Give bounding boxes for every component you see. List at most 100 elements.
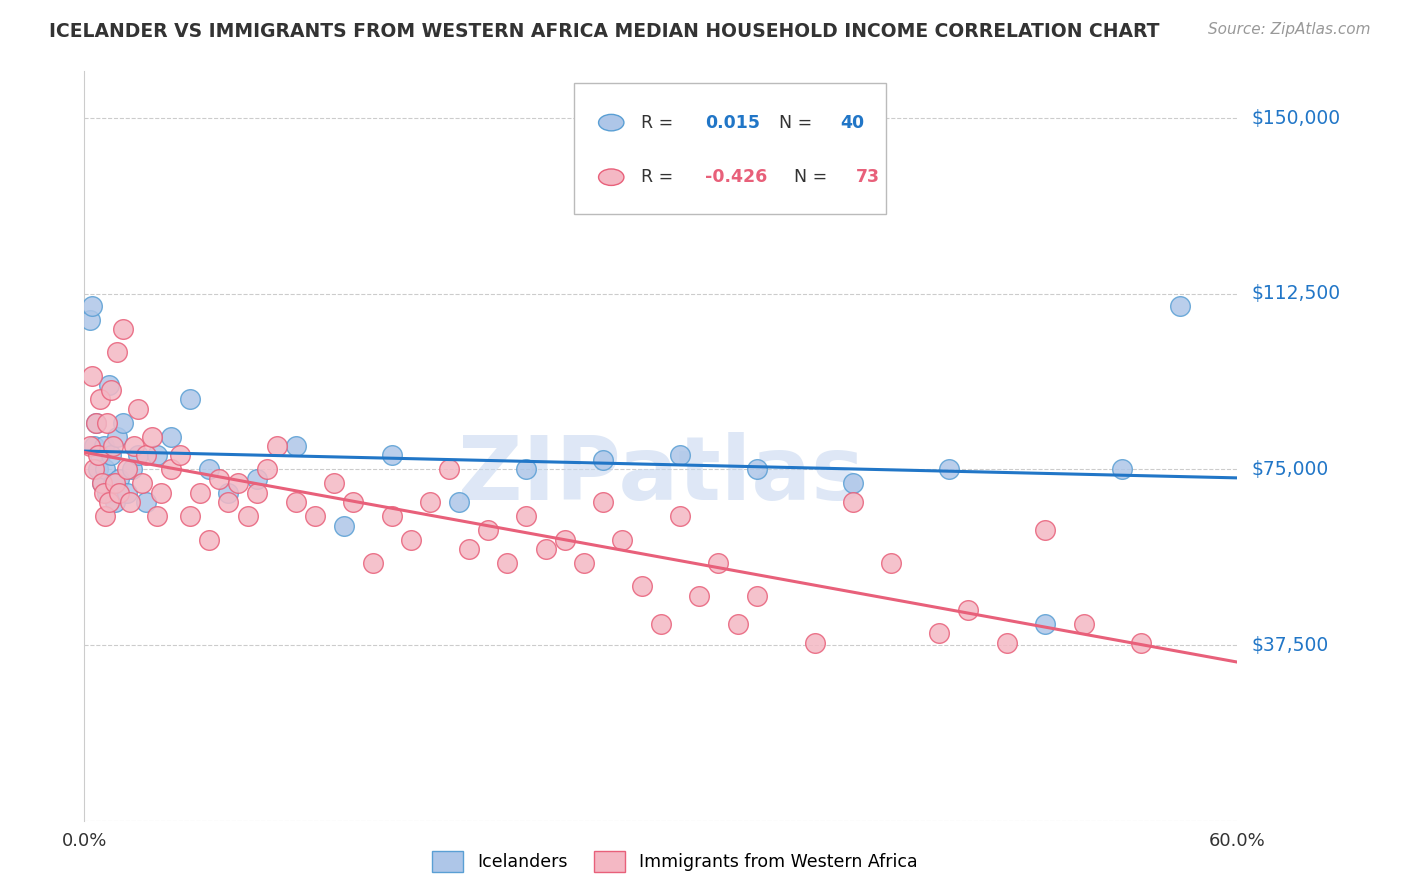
Point [103, 476, 124, 491]
Point [333, 518, 356, 533]
Point [1111, 462, 1133, 476]
Point [104, 495, 127, 509]
Point [381, 449, 404, 463]
Point [208, 472, 231, 486]
Point [439, 462, 461, 476]
Text: N =: N = [768, 113, 818, 132]
Point [98, 378, 121, 392]
Point [103, 439, 124, 453]
Point [534, 542, 557, 557]
Text: -0.426: -0.426 [704, 169, 766, 186]
Point [121, 462, 143, 476]
Point [169, 449, 191, 463]
Point [419, 495, 441, 509]
Point [496, 556, 519, 570]
Point [236, 509, 259, 524]
Point [120, 495, 142, 509]
Point [104, 476, 127, 491]
Point [361, 556, 384, 570]
Point [131, 476, 153, 491]
Point [842, 495, 865, 509]
Text: R =: R = [641, 169, 685, 186]
Point [1073, 617, 1095, 632]
Point [938, 462, 960, 476]
Point [84, 416, 107, 430]
Point [141, 430, 163, 444]
Point [226, 476, 249, 491]
Point [995, 635, 1018, 649]
Point [246, 472, 269, 486]
Point [146, 509, 169, 524]
Text: $37,500: $37,500 [1251, 635, 1329, 655]
Point [957, 603, 980, 617]
Point [323, 476, 346, 491]
Point [160, 430, 183, 444]
Point [108, 472, 131, 486]
Text: $75,000: $75,000 [1251, 460, 1329, 479]
FancyBboxPatch shape [575, 83, 886, 214]
Point [111, 416, 134, 430]
Point [592, 495, 614, 509]
Point [198, 533, 221, 547]
Point [650, 617, 672, 632]
Point [94, 509, 117, 524]
Point [1168, 298, 1191, 313]
Point [89, 449, 111, 463]
Point [188, 485, 211, 500]
Point [96, 416, 118, 430]
Point [842, 476, 865, 491]
Point [803, 635, 825, 649]
Point [707, 556, 730, 570]
Point [449, 495, 471, 509]
Point [457, 542, 479, 557]
Point [83, 439, 105, 453]
Point [115, 462, 138, 476]
Point [515, 509, 537, 524]
Point [98, 495, 121, 509]
Point [135, 495, 157, 509]
Point [284, 439, 307, 453]
Point [1033, 523, 1056, 537]
Point [1033, 617, 1056, 632]
Point [304, 509, 326, 524]
Point [218, 485, 240, 500]
Circle shape [599, 169, 624, 186]
Point [90, 476, 112, 491]
Point [124, 439, 146, 453]
Text: ZIPatlas: ZIPatlas [458, 433, 863, 519]
Point [688, 589, 710, 603]
Point [572, 556, 595, 570]
Point [745, 589, 768, 603]
Point [179, 392, 201, 407]
Text: R =: R = [641, 113, 685, 132]
Point [96, 485, 118, 500]
Point [727, 617, 749, 632]
Point [592, 453, 614, 467]
Point [266, 439, 288, 453]
Point [256, 462, 278, 476]
Point [93, 485, 115, 500]
Text: ICELANDER VS IMMIGRANTS FROM WESTERN AFRICA MEDIAN HOUSEHOLD INCOME CORRELATION : ICELANDER VS IMMIGRANTS FROM WESTERN AFR… [49, 22, 1160, 41]
Point [93, 439, 115, 453]
Point [150, 485, 173, 500]
Point [127, 449, 149, 463]
Point [284, 495, 307, 509]
Point [218, 495, 240, 509]
Point [111, 322, 134, 336]
Point [100, 383, 122, 397]
Point [381, 509, 404, 524]
Point [87, 462, 110, 476]
Point [108, 485, 131, 500]
Point [79, 312, 101, 326]
Text: Source: ZipAtlas.com: Source: ZipAtlas.com [1208, 22, 1371, 37]
Point [83, 462, 105, 476]
Point [880, 556, 903, 570]
Point [127, 401, 149, 416]
Point [246, 485, 269, 500]
Text: $112,500: $112,500 [1251, 285, 1340, 303]
Point [669, 509, 692, 524]
Point [84, 416, 107, 430]
Point [179, 509, 201, 524]
Point [745, 462, 768, 476]
Point [1130, 635, 1153, 649]
